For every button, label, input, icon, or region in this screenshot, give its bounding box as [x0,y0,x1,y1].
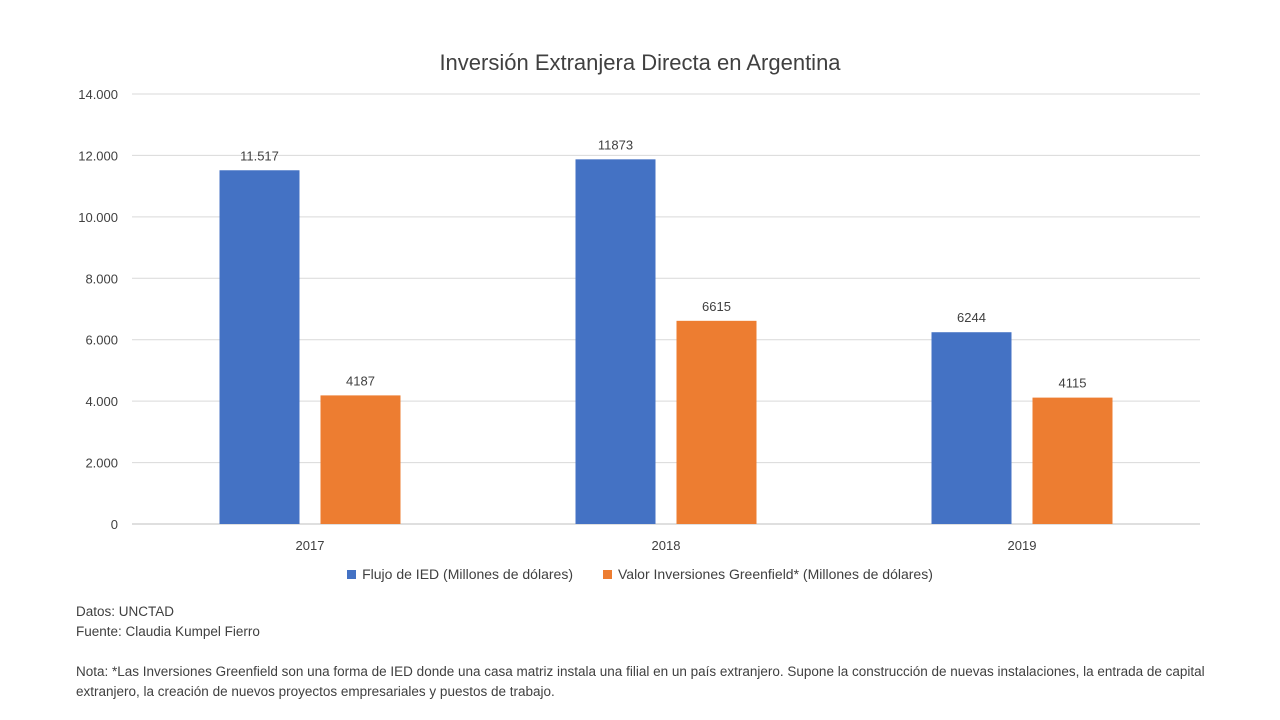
data-label: 4115 [1059,376,1087,391]
footnotes: Datos: UNCTAD Fuente: Claudia Kumpel Fie… [76,602,1226,702]
x-tick-label: 2018 [652,538,681,553]
bar-2017-series-0 [219,170,300,525]
y-tick-label: 2.000 [85,456,118,471]
footnote: Nota: *Las Inversiones Greenfield son un… [76,664,1205,699]
legend-swatch-greenfield [602,569,612,579]
bar-2018-series-1 [676,320,757,524]
legend-item-greenfield: Valor Inversiones Greenfield* (Millones … [602,566,933,582]
data-label: 11873 [598,137,633,152]
data-label: 6615 [702,299,731,314]
bar-2019-series-0 [931,332,1012,524]
bars: 11.517 4187 11873 6615 6244 4115 [219,137,1113,525]
y-tick-label: 4.000 [85,394,118,409]
y-tick-label: 12.000 [78,148,118,163]
data-label: 11.517 [240,148,279,163]
x-tick-label: 2019 [1008,538,1037,553]
x-axis: 2017 2018 2019 [296,538,1037,553]
bar-2019-series-1 [1032,397,1113,524]
legend-swatch-flujo [347,569,357,579]
y-tick-label: 0 [111,517,118,532]
author-source: Fuente: Claudia Kumpel Fierro [76,624,260,639]
chart: Inversión Extranjera Directa en Argentin… [78,50,1200,553]
y-tick-label: 8.000 [85,271,118,286]
legend-label-flujo: Flujo de IED (Millones de dólares) [362,566,573,582]
y-tick-label: 6.000 [85,333,118,348]
data-source: Datos: UNCTAD [76,604,175,619]
x-tick-label: 2017 [296,538,325,553]
y-axis: 0 2.000 4.000 6.000 8.000 10.000 12.000 14.000 [78,87,118,532]
legend-label-greenfield: Valor Inversiones Greenfield* (Millones … [617,566,933,582]
data-label: 4187 [346,373,375,388]
gridlines [132,93,1200,525]
bar-2018-series-0 [575,159,656,524]
y-tick-label: 14.000 [78,87,118,102]
chart-title: Inversión Extranjera Directa en Argentin… [439,50,841,75]
bar-2017-series-1 [320,395,401,524]
data-label: 6244 [957,310,986,325]
legend-item-flujo: Flujo de IED (Millones de dólares) [347,566,573,582]
legend: Flujo de IED (Millones de dólares) Valor… [0,566,1280,582]
y-tick-label: 10.000 [78,210,118,225]
